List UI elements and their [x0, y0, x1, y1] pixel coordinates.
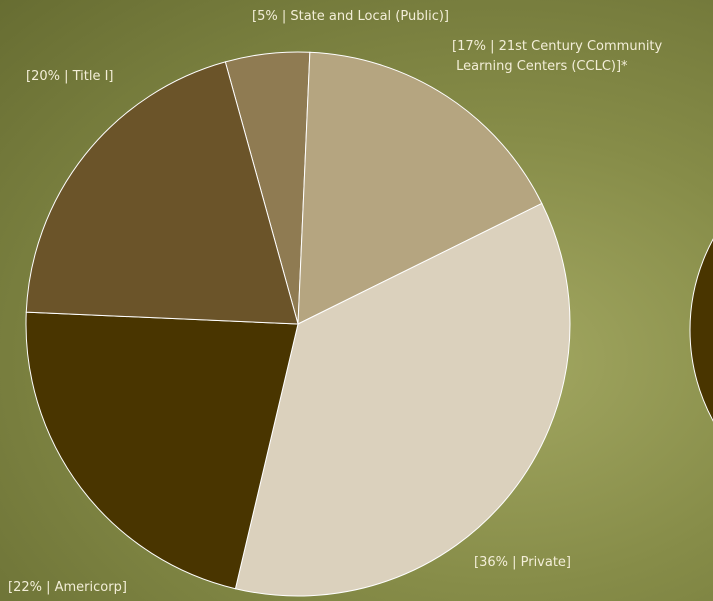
slice-label: [22% | Americorp]: [8, 580, 127, 595]
slice-label: [5% | State and Local (Public)]: [252, 9, 449, 24]
slice-label: [20% | Title I]: [26, 69, 114, 84]
pie-slice: [234, 202, 571, 597]
second-pie-edge: [689, 238, 713, 422]
slice-label: [17% | 21st Century Community Learning C…: [452, 39, 663, 74]
pie-slice: [25, 311, 299, 590]
slice-label: [36% | Private]: [474, 555, 572, 570]
pie-slice: [25, 61, 299, 325]
pie-slice: [297, 51, 543, 325]
